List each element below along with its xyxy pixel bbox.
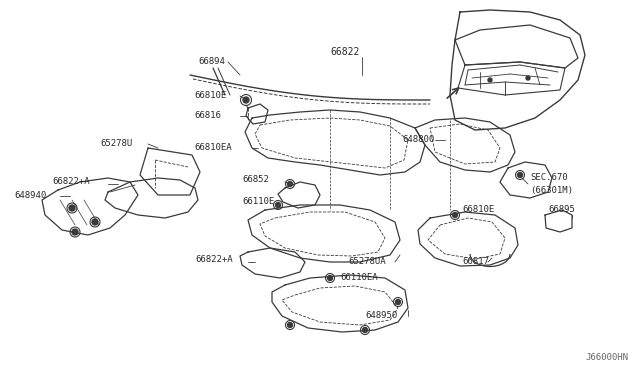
Text: 66817: 66817 bbox=[462, 257, 489, 266]
Text: (66301M): (66301M) bbox=[530, 186, 573, 195]
Text: 66810EA: 66810EA bbox=[194, 144, 232, 153]
Text: 65278UA: 65278UA bbox=[348, 257, 386, 266]
Text: SEC.670: SEC.670 bbox=[530, 173, 568, 183]
Circle shape bbox=[518, 173, 522, 177]
Circle shape bbox=[72, 229, 78, 235]
Circle shape bbox=[69, 205, 75, 211]
Circle shape bbox=[452, 212, 458, 218]
Circle shape bbox=[92, 219, 98, 225]
Text: 66110EA: 66110EA bbox=[340, 273, 378, 282]
Circle shape bbox=[362, 327, 367, 333]
Text: 65278U: 65278U bbox=[100, 138, 132, 148]
Text: 648950: 648950 bbox=[365, 311, 397, 320]
Circle shape bbox=[287, 182, 292, 186]
Text: 648940: 648940 bbox=[14, 190, 46, 199]
Text: 66822+A: 66822+A bbox=[52, 177, 90, 186]
Text: 66852: 66852 bbox=[242, 176, 269, 185]
Circle shape bbox=[396, 299, 401, 305]
Text: J66000HN: J66000HN bbox=[585, 353, 628, 362]
Text: 66810E: 66810E bbox=[462, 205, 494, 215]
Text: 66110E: 66110E bbox=[242, 198, 275, 206]
Text: 66810E: 66810E bbox=[194, 90, 227, 99]
Circle shape bbox=[526, 76, 530, 80]
Circle shape bbox=[275, 202, 280, 208]
Circle shape bbox=[488, 78, 492, 82]
Text: 66816: 66816 bbox=[194, 110, 221, 119]
Circle shape bbox=[328, 276, 333, 280]
Text: 66822: 66822 bbox=[330, 47, 360, 57]
Text: 66894: 66894 bbox=[198, 58, 225, 67]
Circle shape bbox=[243, 97, 249, 103]
Text: 66895: 66895 bbox=[548, 205, 575, 215]
Circle shape bbox=[287, 323, 292, 327]
Text: 66822+A: 66822+A bbox=[195, 256, 232, 264]
Text: 648800: 648800 bbox=[402, 135, 435, 144]
